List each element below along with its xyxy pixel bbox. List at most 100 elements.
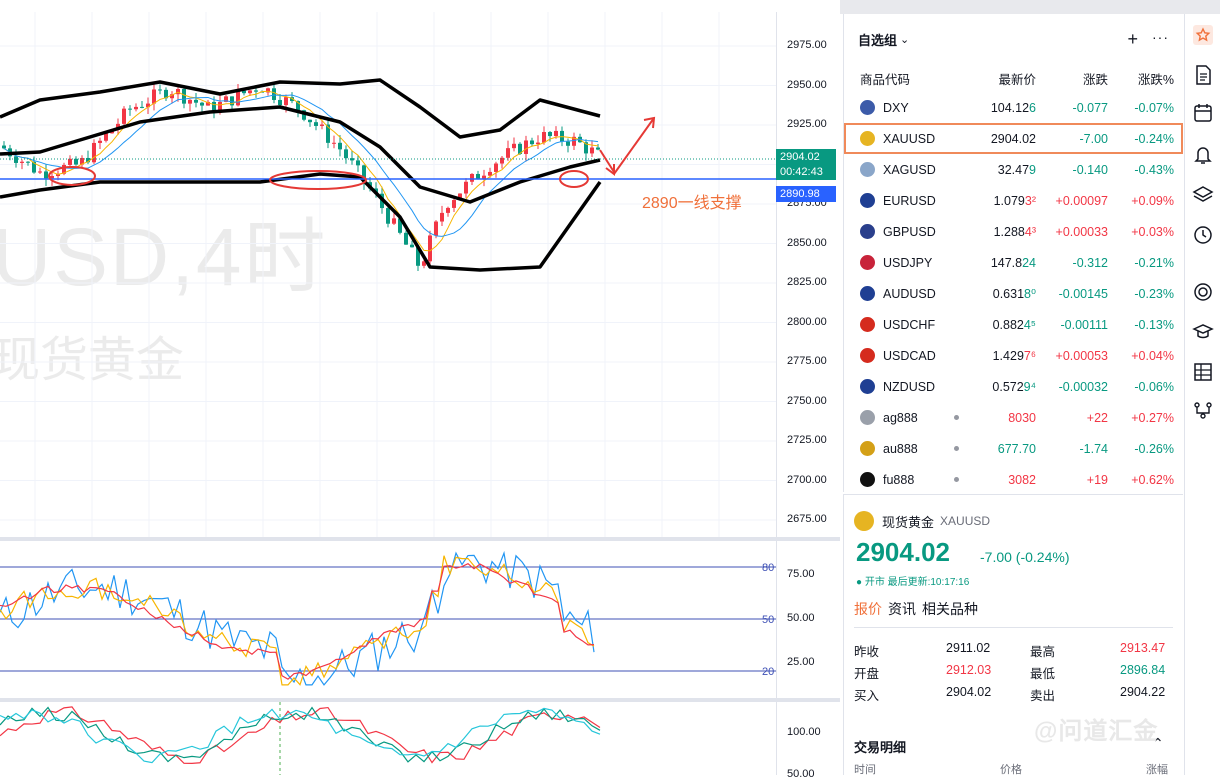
chevron-up-icon[interactable]: ⌃ [1152,735,1164,751]
candle-body [344,149,348,159]
candle-body [338,142,342,150]
trades-title[interactable]: 交易明细 [854,740,907,755]
top-strip-right [840,0,1220,14]
oscillator-pane[interactable]: 80 50 20 [0,541,776,698]
watchlist-title[interactable]: 自选组 [858,32,898,48]
watchlist-row-xauusd[interactable]: XAUUSD 2904.02 -7.00 -0.24% [844,123,1183,154]
candle-body [356,160,360,166]
bid-value: 2904.02 [946,685,992,699]
candle-body [542,132,546,143]
candle-body [488,171,492,176]
column-symbol[interactable]: 商品代码 [860,72,911,87]
candle-body [20,161,24,163]
row-change-pct: -0.13% [1134,317,1174,332]
column-change-pct[interactable]: 涨跌% [1137,72,1174,87]
add-symbol-icon[interactable]: + [1127,28,1138,49]
chart-watermark-symbol: USD,4时 [0,212,328,303]
candle-body [92,142,96,163]
candle-body [350,158,354,161]
chart-area[interactable]: USD,4时 现货黄金 2890一线支撑 2975.00 2950.00 2925.… [0,0,840,780]
watchlist-row-usdchf[interactable]: USDCHF 0.8824⁵ -0.00111 -0.13% [844,309,1183,340]
chevron-down-icon[interactable]: ⌄ [900,33,910,46]
symbol-flag-icon [860,100,875,115]
watchlist-row-eurusd[interactable]: EURUSD 1.0793² +0.00097 +0.09% [844,185,1183,216]
row-last-main: 1.079 [993,193,1025,208]
copyright-icon[interactable] [1192,281,1214,303]
row-change-pct: +0.27% [1131,410,1174,425]
row-last-main: 32.47 [997,162,1030,177]
candle-body [386,208,390,224]
education-icon[interactable] [1192,321,1214,343]
more-icon[interactable]: ··· [1152,28,1169,45]
details-symbol: XAUUSD [940,514,991,528]
row-last-tail: 4³ [1024,224,1036,239]
watchlist-row-au888[interactable]: au888 677.70 -1.74 -0.26% [844,433,1183,464]
row-change: -0.077 [1072,100,1108,115]
watchlist-icon[interactable] [1192,24,1214,46]
row-change-pct: -0.07% [1134,100,1174,115]
kdj-pane[interactable] [0,702,776,775]
pane-separator-2[interactable] [0,698,840,702]
row-symbol: DXY [844,100,974,115]
pane-separator[interactable] [0,537,840,541]
row-change: +0.00097 [1055,193,1108,208]
watchlist-row-dxy[interactable]: DXY 104.126 -0.077 -0.07% [844,92,1183,123]
row-last-main: 0.572 [992,379,1024,394]
price-pane[interactable]: USD,4时 现货黄金 2890一线支撑 [0,12,776,538]
oscillator-axis[interactable]: 75.00 50.00 25.00 [776,541,840,698]
watchlist-row-ag888[interactable]: ag888 8030 +22 +0.27% [844,402,1183,433]
candle-body [326,124,330,143]
row-symbol-text: DXY [883,100,909,115]
column-last[interactable]: 最新价 [998,72,1036,87]
row-symbol-text: USDCAD [883,348,936,363]
price-axis-tick-label: 2925.00 [787,118,827,130]
watchlist-rows: DXY 104.126 -0.077 -0.07% XAUUSD 2904.02 -7.00… [844,92,1183,495]
grid-icon[interactable] [1192,361,1214,383]
candle-body [2,145,6,149]
row-symbol: ag888 [844,410,974,425]
watchlist-row-fu888[interactable]: fu888 3082 +19 +0.62% [844,464,1183,495]
watchlist-row-nzdusd[interactable]: NZDUSD 0.5729⁴ -0.00032 -0.06% [844,371,1183,402]
row-change-pct: -0.06% [1134,379,1174,394]
oscillator-axis-tick-label: 25.00 [787,656,815,668]
watchlist-row-usdjpy[interactable]: USDJPY 147.824 -0.312 -0.21% [844,247,1183,278]
row-last-main: 1.288 [993,224,1025,239]
watchlist-row-usdcad[interactable]: USDCAD 1.4297⁶ +0.00053 +0.04% [844,340,1183,371]
price-axis[interactable]: 2975.002950.002925.002900.002875.002850.… [776,12,840,538]
high-value: 2913.47 [1120,641,1166,655]
tab-quote[interactable]: 报价 [854,601,882,617]
row-symbol-text: au888 [883,441,918,456]
kdj-line-green [0,706,601,763]
tab-related[interactable]: 相关品种 [922,601,978,617]
network-icon[interactable] [1192,399,1214,421]
prev-close-label: 昨收 [854,645,880,659]
details-divider [854,627,1173,628]
row-last-main: 2904.02 [990,131,1036,146]
details-price: 2904.02 [856,537,950,567]
row-change: -0.00145 [1058,286,1108,301]
trades-col-time: 时间 [854,764,876,776]
watchlist-row-audusd[interactable]: AUDUSD 0.6318⁰ -0.00145 -0.23% [844,278,1183,309]
candle-body [422,261,426,266]
open-value: 2912.03 [946,663,992,677]
news-icon[interactable] [1192,64,1214,86]
row-change-pct: +0.62% [1131,472,1174,487]
candle-body [572,136,576,146]
column-change[interactable]: 涨跌 [1082,72,1108,87]
tab-news[interactable]: 资讯 [888,601,916,617]
alert-icon[interactable] [1192,144,1214,166]
layers-icon[interactable] [1192,184,1214,206]
oscillator-svg: 80 50 20 [0,550,776,686]
kdj-axis[interactable]: 100.00 50.00 [776,702,840,780]
row-last-main: 3082 [1008,472,1036,487]
symbol-flag-icon [860,348,875,363]
watchlist-row-xagusd[interactable]: XAGUSD 32.479 -0.140 -0.43% [844,154,1183,185]
calendar-icon[interactable] [1192,102,1214,124]
watchlist-row-gbpusd[interactable]: GBPUSD 1.2884³ +0.00033 +0.03% [844,216,1183,247]
price-axis-tick-label: 2950.00 [787,78,827,91]
up-arrow-head [643,116,656,129]
kdj-line-cyan [0,707,601,764]
history-icon[interactable] [1192,224,1214,246]
osc-line-red [0,562,595,680]
candle-body [284,97,288,106]
